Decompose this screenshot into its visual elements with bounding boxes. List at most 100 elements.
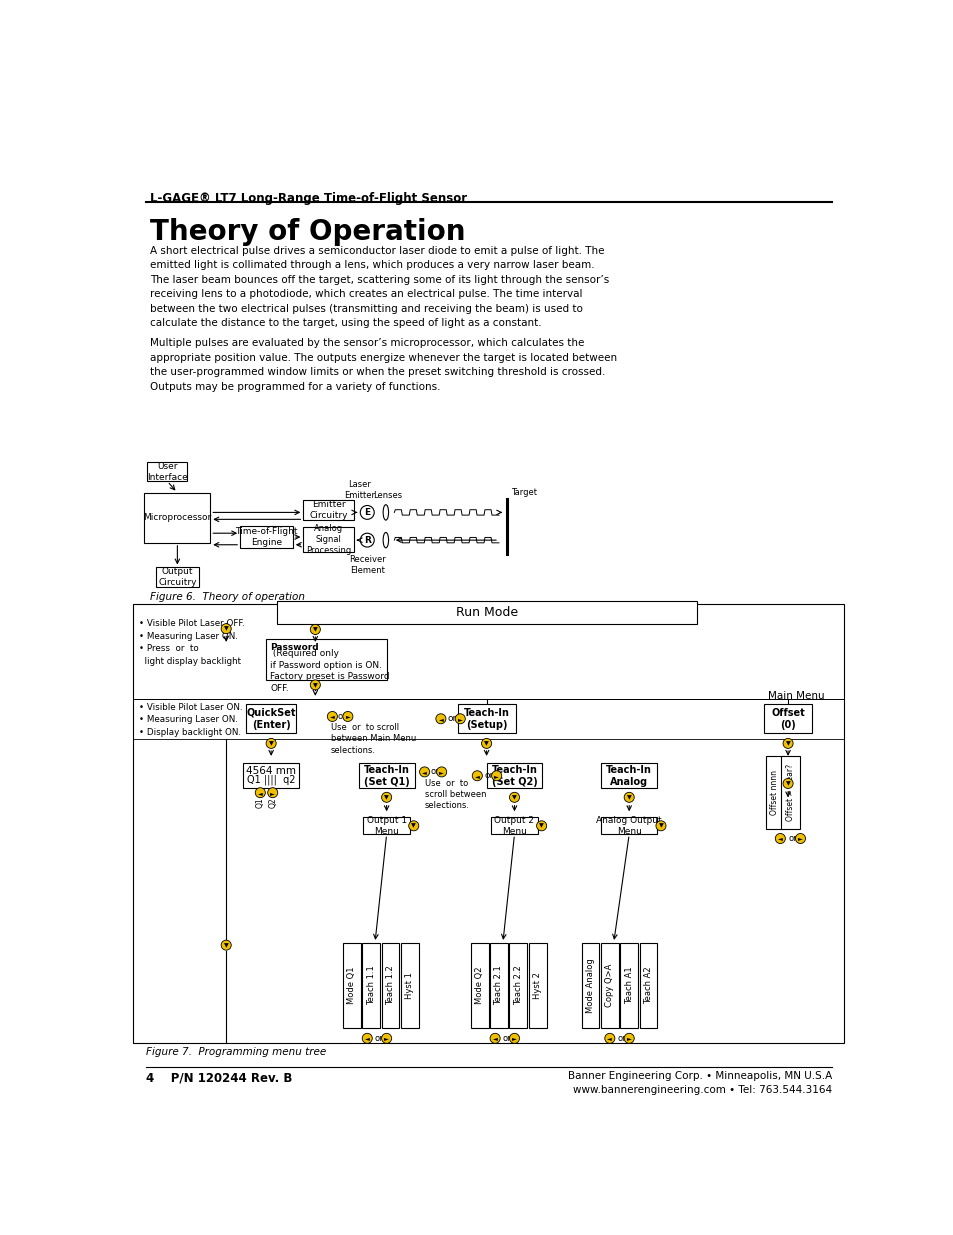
- Text: Figure 7.  Programming menu tree: Figure 7. Programming menu tree: [146, 1047, 326, 1057]
- Text: Teach-In
(Set Q1): Teach-In (Set Q1): [363, 764, 409, 787]
- Circle shape: [221, 624, 231, 634]
- Text: ◄: ◄: [493, 1036, 497, 1041]
- Text: Teach 2.1: Teach 2.1: [494, 966, 503, 1005]
- Text: Use  or  to
scroll between
selections.: Use or to scroll between selections.: [424, 779, 486, 810]
- Circle shape: [362, 1034, 372, 1044]
- Text: Q2: Q2: [268, 798, 277, 808]
- Bar: [382, 835, 491, 1039]
- Text: Teach A1: Teach A1: [624, 966, 633, 1004]
- Text: or: or: [484, 771, 493, 781]
- Circle shape: [490, 1034, 499, 1044]
- Text: ▼: ▼: [512, 795, 517, 800]
- Text: Receiver
Element: Receiver Element: [349, 555, 385, 574]
- Text: ▼: ▼: [658, 824, 662, 829]
- Text: Emitter
Circuitry: Emitter Circuitry: [309, 500, 348, 520]
- Text: Teach-In
Analog: Teach-In Analog: [605, 764, 652, 787]
- Text: A short electrical pulse drives a semiconductor laser diode to emit a pulse of l: A short electrical pulse drives a semico…: [150, 246, 609, 329]
- Text: (Required only
if Password option is ON.
Factory preset is Password
OFF.: (Required only if Password option is ON.…: [270, 650, 390, 693]
- Bar: [581, 942, 598, 1028]
- Text: Run Mode: Run Mode: [456, 606, 517, 619]
- Text: Mode Q1: Mode Q1: [347, 967, 355, 1004]
- Bar: [303, 500, 354, 520]
- Text: ▼: ▼: [785, 741, 790, 746]
- Text: Offset
(0): Offset (0): [770, 708, 804, 730]
- Text: 4564 mm: 4564 mm: [246, 766, 295, 776]
- Bar: [457, 704, 516, 734]
- Bar: [528, 942, 546, 1028]
- Text: Theory of Operation: Theory of Operation: [150, 217, 465, 246]
- Bar: [765, 756, 783, 829]
- Circle shape: [623, 1034, 634, 1044]
- Text: Offset > clear?: Offset > clear?: [785, 764, 794, 821]
- Text: ◄: ◄: [777, 836, 781, 841]
- Circle shape: [775, 834, 784, 844]
- Text: Lenses: Lenses: [373, 492, 401, 500]
- Text: Banner Engineering Corp. • Minneapolis, MN U.S.A
www.bannerengineering.com • Tel: Banner Engineering Corp. • Minneapolis, …: [567, 1072, 831, 1094]
- Bar: [600, 818, 657, 835]
- Bar: [246, 704, 296, 734]
- Circle shape: [795, 834, 804, 844]
- Text: ►: ►: [798, 836, 802, 841]
- Bar: [243, 763, 298, 788]
- Bar: [144, 493, 210, 543]
- Circle shape: [509, 1034, 519, 1044]
- Text: ◄: ◄: [422, 769, 427, 774]
- Text: Figure 6.  Theory of operation: Figure 6. Theory of operation: [150, 593, 305, 603]
- Text: ►: ►: [494, 773, 498, 778]
- Circle shape: [408, 821, 418, 831]
- Text: Output 2
Menu: Output 2 Menu: [494, 816, 534, 836]
- Bar: [639, 942, 657, 1028]
- Text: Copy Q>A: Copy Q>A: [605, 963, 614, 1007]
- Text: Time-of-Flight
Engine: Time-of-Flight Engine: [235, 527, 297, 547]
- Text: User
Interface: User Interface: [147, 462, 188, 482]
- Text: ►: ►: [457, 716, 462, 721]
- Circle shape: [268, 788, 277, 798]
- Bar: [362, 942, 379, 1028]
- Bar: [342, 942, 360, 1028]
- Bar: [133, 604, 843, 1042]
- Text: or: or: [447, 714, 456, 724]
- Text: Teach A2: Teach A2: [643, 966, 653, 1004]
- Text: ►: ►: [626, 1036, 631, 1041]
- Text: ◄: ◄: [438, 716, 443, 721]
- Text: or: or: [337, 711, 346, 721]
- Text: or: or: [617, 1034, 625, 1042]
- Text: ▼: ▼: [224, 944, 229, 948]
- Text: ◄: ◄: [607, 1036, 612, 1041]
- Text: ▼: ▼: [484, 741, 489, 746]
- Bar: [781, 756, 799, 829]
- Bar: [510, 835, 603, 1039]
- Text: L-GAGE® LT7 Long-Range Time-of-Flight Sensor: L-GAGE® LT7 Long-Range Time-of-Flight Se…: [150, 193, 467, 205]
- Text: Laser
Emitter: Laser Emitter: [344, 480, 375, 500]
- Circle shape: [455, 714, 465, 724]
- Text: or: or: [430, 767, 438, 777]
- Text: Output
Circuitry: Output Circuitry: [158, 567, 196, 587]
- Text: 4    P/N 120244 Rev. B: 4 P/N 120244 Rev. B: [146, 1072, 293, 1084]
- Text: Hyst 2: Hyst 2: [533, 972, 541, 999]
- Circle shape: [604, 1034, 615, 1044]
- Text: ►: ►: [345, 714, 350, 719]
- Circle shape: [381, 1034, 392, 1044]
- Text: ▼: ▼: [313, 683, 317, 688]
- Text: ◄: ◄: [257, 790, 262, 795]
- Text: Teach-In
(Setup): Teach-In (Setup): [463, 708, 509, 730]
- Text: R: R: [363, 536, 371, 545]
- Bar: [276, 601, 697, 624]
- Text: ►: ►: [384, 1036, 389, 1041]
- Circle shape: [436, 714, 445, 724]
- Bar: [147, 462, 187, 482]
- Bar: [619, 942, 638, 1028]
- Circle shape: [310, 625, 320, 635]
- Text: QuickSet
(Enter): QuickSet (Enter): [246, 708, 295, 730]
- Circle shape: [509, 793, 519, 803]
- Text: Q1: Q1: [255, 798, 265, 808]
- Bar: [363, 818, 410, 835]
- Bar: [400, 942, 418, 1028]
- Bar: [240, 526, 293, 548]
- Text: E: E: [364, 508, 370, 517]
- Circle shape: [436, 767, 446, 777]
- Bar: [358, 763, 415, 788]
- Bar: [303, 527, 354, 552]
- Text: ►: ►: [270, 790, 274, 795]
- Circle shape: [255, 788, 265, 798]
